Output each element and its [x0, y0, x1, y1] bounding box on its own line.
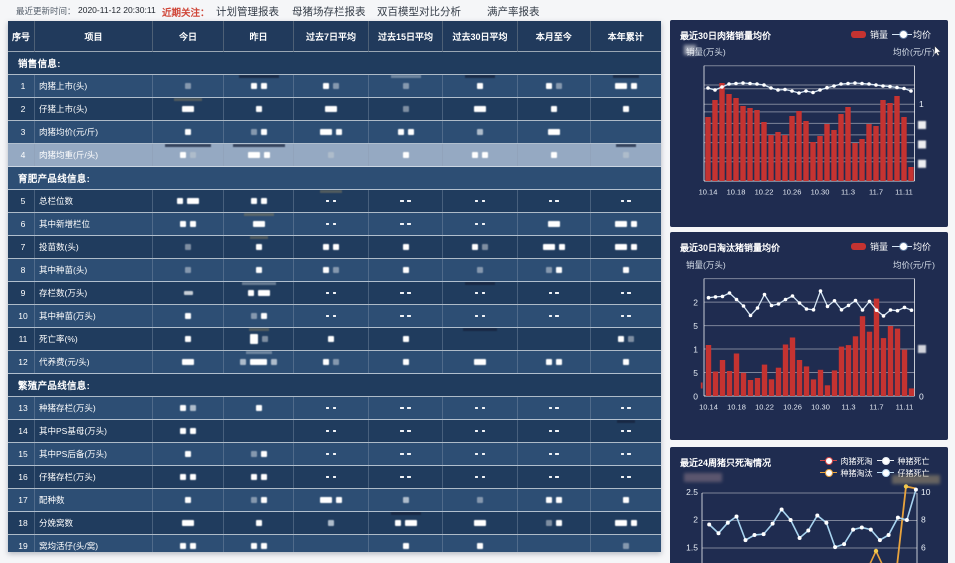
svg-text:0: 0 — [919, 392, 924, 402]
svg-text:10.22: 10.22 — [755, 403, 774, 412]
svg-text:5: 5 — [693, 368, 698, 378]
svg-text:11.3: 11.3 — [841, 403, 855, 412]
svg-text:1: 1 — [919, 99, 924, 109]
svg-text:10.22: 10.22 — [755, 188, 774, 197]
svg-text:11.7: 11.7 — [869, 188, 883, 197]
svg-text:10.14: 10.14 — [699, 403, 718, 412]
svg-text:0: 0 — [693, 392, 698, 402]
svg-text:1.5: 1.5 — [686, 543, 698, 553]
svg-text:10.18: 10.18 — [727, 403, 746, 412]
svg-text:11.11: 11.11 — [895, 188, 913, 197]
svg-text:10.18: 10.18 — [727, 188, 746, 197]
svg-text:10.26: 10.26 — [783, 188, 802, 197]
svg-text:10.30: 10.30 — [811, 188, 830, 197]
svg-text:10.30: 10.30 — [811, 403, 830, 412]
svg-text:6: 6 — [921, 543, 926, 553]
svg-text:1: 1 — [693, 345, 698, 355]
svg-text:10.14: 10.14 — [699, 188, 718, 197]
svg-text:2: 2 — [693, 298, 698, 308]
svg-text:11.7: 11.7 — [869, 403, 883, 412]
svg-text:10: 10 — [921, 487, 931, 497]
svg-text:11.11: 11.11 — [896, 403, 914, 412]
svg-text:2.5: 2.5 — [686, 487, 698, 497]
svg-text:11.3: 11.3 — [841, 188, 855, 197]
svg-text:8: 8 — [921, 515, 926, 525]
svg-text:10.26: 10.26 — [783, 403, 802, 412]
svg-text:5: 5 — [693, 321, 698, 331]
svg-text:2: 2 — [693, 515, 698, 525]
